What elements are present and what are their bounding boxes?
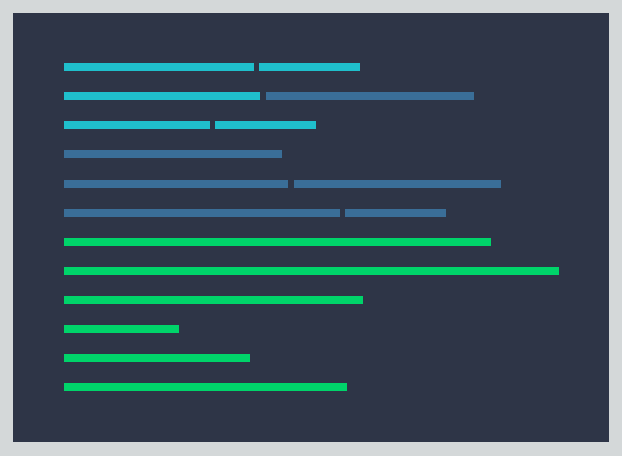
code-line-6-segment-2 <box>345 209 446 217</box>
code-line-2-segment-2 <box>266 92 474 100</box>
code-line-11-segment-1 <box>64 354 250 362</box>
code-line-6-segment-1 <box>64 209 340 217</box>
code-line-12-segment-1 <box>64 383 347 391</box>
code-line-1-segment-2 <box>259 63 360 71</box>
code-line-5-segment-1 <box>64 180 288 188</box>
code-line-1-segment-1 <box>64 63 254 71</box>
code-line-2-segment-1 <box>64 92 260 100</box>
code-line-9-segment-1 <box>64 296 363 304</box>
code-line-8-segment-1 <box>64 267 559 275</box>
code-line-3-segment-1 <box>64 121 210 129</box>
code-line-5-segment-2 <box>294 180 501 188</box>
code-line-7-segment-1 <box>64 238 491 246</box>
code-line-3-segment-2 <box>215 121 316 129</box>
code-line-4-segment-1 <box>64 150 282 158</box>
code-placeholder-panel <box>13 13 609 442</box>
code-line-10-segment-1 <box>64 325 179 333</box>
